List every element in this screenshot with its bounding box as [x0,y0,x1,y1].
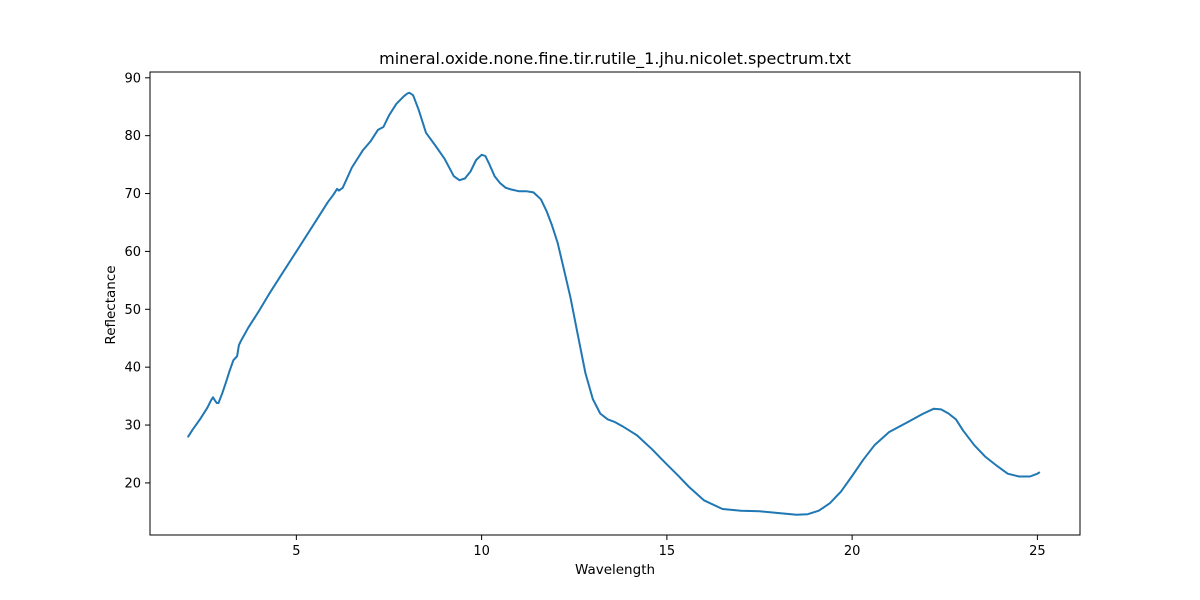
x-tick-label: 15 [659,544,676,559]
x-axis-label: Wavelength [575,562,655,578]
x-axis-ticks: 5 10 15 20 25 [292,535,1046,559]
y-tick-label: 60 [124,245,141,260]
y-tick-label: 20 [124,476,141,491]
y-tick-label: 90 [124,71,141,86]
y-tick-label: 50 [124,303,141,318]
x-tick-label: 20 [844,544,861,559]
y-tick-label: 40 [124,361,141,376]
chart-title: mineral.oxide.none.fine.tir.rutile_1.jhu… [379,49,851,69]
x-tick-label: 25 [1029,544,1046,559]
x-tick-label: 10 [473,544,490,559]
series-line-0 [187,91,1041,516]
y-axis-ticks: 20 30 40 50 60 70 80 90 [124,71,150,491]
y-tick-label: 70 [124,187,141,202]
axes-frame [149,71,1081,536]
plot-area [149,71,1081,536]
y-tick-label: 30 [124,419,141,434]
x-tick-label: 5 [292,544,300,559]
y-tick-label: 80 [124,129,141,144]
y-axis-label: Reflectance [103,265,119,344]
